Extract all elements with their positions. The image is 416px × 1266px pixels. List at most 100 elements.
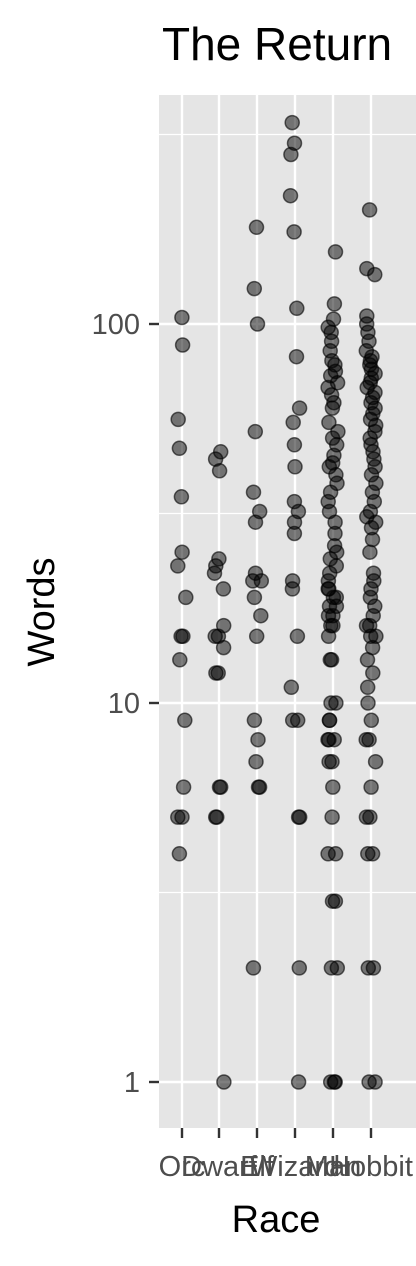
data-point-wizard: [283, 146, 299, 163]
data-point-wizard: [286, 437, 303, 453]
data-point-wizard: [288, 348, 305, 365]
data-point-elf: [249, 316, 266, 332]
data-point-orc: [174, 809, 190, 825]
data-point-elf: [246, 712, 263, 729]
data-point-orc: [171, 846, 188, 862]
data-point-elf: [253, 607, 269, 624]
y-axis: 1 10 100: [92, 309, 159, 1099]
data-point-orc: [170, 558, 186, 574]
data-point-hobbit: [365, 665, 381, 681]
x-tick-label-elf: Elf: [240, 1151, 275, 1183]
data-point-wizard: [289, 300, 305, 317]
data-point-hobbit: [362, 809, 378, 825]
data-point-hobbit: [367, 266, 383, 283]
data-point-man: [324, 809, 340, 825]
data-point-orc: [177, 712, 193, 729]
y-tick-label: 100: [92, 309, 140, 341]
data-point-hobbit: [364, 531, 381, 548]
x-tick-label-hobbit: Hobbit: [329, 1151, 413, 1183]
data-point-wizard: [291, 400, 308, 416]
data-point-dwarf: [207, 809, 224, 825]
data-point-wizard: [289, 628, 306, 645]
data-point-wizard: [283, 679, 300, 696]
data-point-elf: [253, 573, 270, 589]
data-point-orc: [173, 628, 189, 645]
data-point-elf: [248, 219, 265, 236]
data-point-dwarf: [215, 639, 232, 656]
data-point-man: [320, 628, 337, 645]
data-point-dwarf: [206, 565, 223, 581]
data-point-man: [326, 296, 343, 312]
data-point-orc: [171, 440, 188, 457]
data-point-wizard: [289, 712, 306, 729]
data-point-hobbit: [359, 652, 376, 668]
data-point-man: [324, 400, 341, 416]
data-point-dwarf: [211, 463, 228, 479]
chart-title: The Return: [162, 18, 392, 70]
data-point-man: [321, 731, 337, 748]
data-point-orc: [173, 489, 190, 505]
data-point-wizard: [284, 114, 300, 131]
data-point-hobbit: [360, 695, 376, 711]
data-point-wizard: [290, 1074, 307, 1090]
data-point-hobbit: [367, 1074, 383, 1090]
data-point-wizard: [287, 459, 303, 475]
data-point-man: [329, 960, 346, 976]
data-point-elf: [245, 484, 262, 500]
data-point-dwarf: [212, 779, 229, 795]
data-point-hobbit: [358, 731, 374, 748]
data-point-elf: [247, 514, 264, 530]
data-point-man: [322, 1074, 339, 1090]
data-point-orc: [174, 337, 191, 353]
data-point-hobbit: [367, 753, 384, 770]
x-axis-title: Race: [232, 1199, 321, 1241]
data-point-dwarf: [216, 1074, 232, 1090]
data-points: [170, 114, 384, 1090]
data-point-orc: [174, 544, 190, 560]
data-point-man: [322, 652, 339, 668]
data-point-man: [321, 753, 337, 770]
x-tick-label-man: Man: [305, 1151, 361, 1183]
data-point-wizard: [284, 581, 301, 597]
data-point-hobbit: [362, 544, 378, 560]
data-point-orc: [172, 652, 188, 668]
data-point-man: [321, 712, 338, 729]
data-point-man: [325, 779, 341, 795]
data-point-orc: [178, 589, 194, 606]
data-point-elf: [246, 589, 263, 606]
y-tick-label: 10: [108, 688, 140, 720]
data-point-man: [327, 846, 344, 862]
x-tick-label-dwarf: Dwarf: [181, 1151, 258, 1183]
data-point-wizard: [286, 224, 302, 240]
y-axis-title: Words: [21, 557, 63, 666]
data-point-hobbit: [363, 712, 380, 729]
data-point-orc: [170, 411, 186, 428]
data-point-man: [321, 414, 337, 431]
x-tick-label-wizard: Wizard: [250, 1151, 340, 1183]
data-point-dwarf: [210, 665, 226, 681]
data-point-dwarf: [215, 581, 232, 597]
data-point-elf: [247, 423, 264, 440]
data-point-man: [328, 695, 344, 711]
data-point-hobbit: [365, 960, 382, 976]
data-point-elf: [248, 753, 264, 770]
data-point-orc: [174, 309, 190, 326]
data-point-wizard: [282, 187, 299, 204]
data-point-orc: [175, 779, 192, 795]
data-point-elf: [250, 731, 266, 748]
data-point-elf: [248, 628, 265, 645]
data-point-wizard: [291, 960, 308, 976]
data-point-wizard: [286, 525, 303, 542]
data-point-man: [327, 893, 344, 909]
data-point-man: [327, 244, 344, 260]
data-point-hobbit: [364, 846, 381, 862]
y-tick-label: 1: [124, 1067, 140, 1099]
data-point-elf: [246, 280, 263, 297]
data-point-elf: [250, 779, 267, 795]
data-point-wizard: [291, 809, 308, 825]
data-point-elf: [245, 960, 262, 976]
data-point-hobbit: [359, 679, 376, 696]
